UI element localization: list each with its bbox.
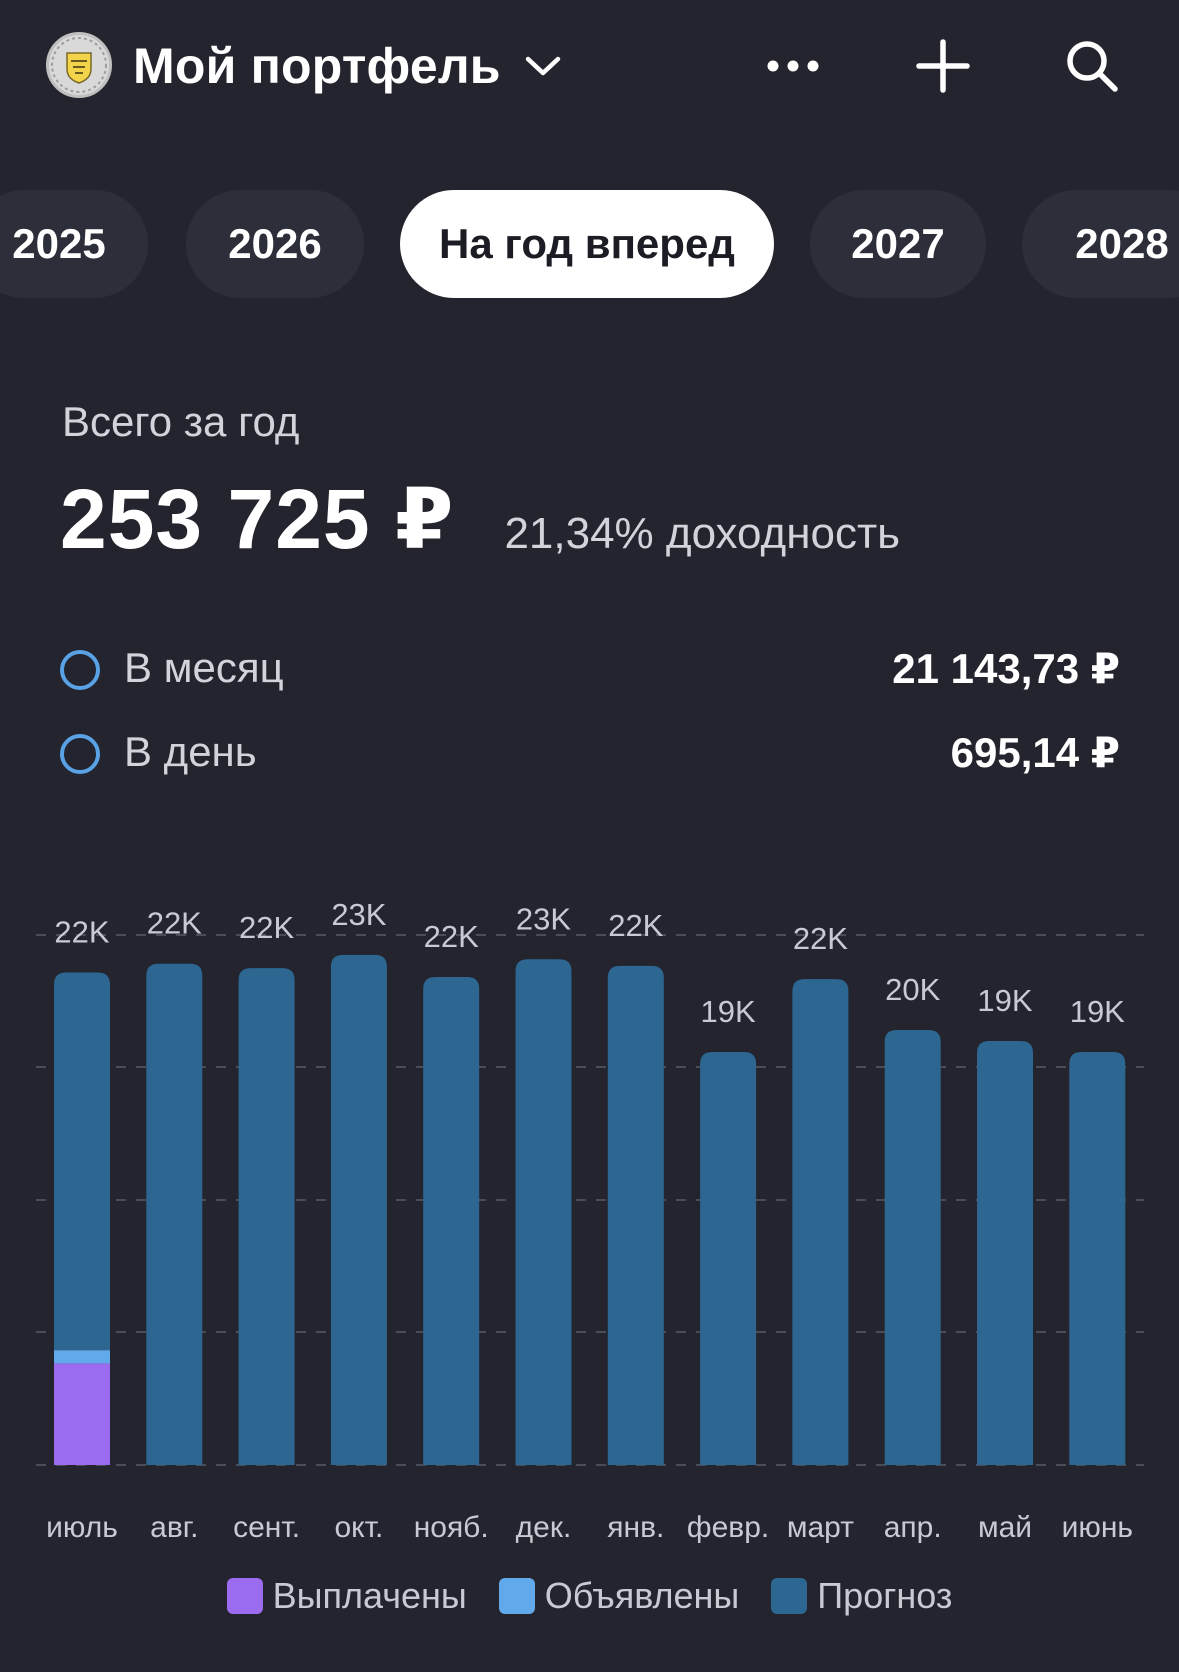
legend-swatch-announced <box>498 1578 535 1614</box>
search-icon[interactable] <box>1056 30 1128 102</box>
bar-value-label: 22K <box>54 915 109 950</box>
portfolio-selector[interactable]: Мой портфель <box>133 30 563 102</box>
bar-forecast[interactable] <box>238 968 295 1465</box>
bar-paid[interactable] <box>54 1363 110 1465</box>
ring-icon <box>60 650 100 690</box>
stat-day-label: В день <box>124 728 257 775</box>
yield-value: 21,34% доходность <box>504 509 901 558</box>
bar-value-label: 22K <box>147 906 202 941</box>
bar-value-label: 19K <box>1070 994 1125 1029</box>
tab-2025[interactable]: 2025 <box>0 190 148 298</box>
page-title: Мой портфель <box>133 38 501 94</box>
stat-month: В месяц 21 143,73 ₽ <box>60 640 1120 700</box>
bar-forecast[interactable] <box>54 972 110 1351</box>
tab-2027[interactable]: 2027 <box>810 190 986 298</box>
legend-swatch-forecast <box>771 1578 808 1614</box>
bar-forecast[interactable] <box>792 979 849 1465</box>
x-tick-label: дек. <box>516 1511 572 1544</box>
x-tick-label: июль <box>46 1511 118 1544</box>
tab-2028[interactable]: 2028 <box>1022 190 1179 298</box>
legend-label-paid: Выплачены <box>272 1575 467 1616</box>
x-tick-label: май <box>978 1511 1032 1544</box>
bar-value-label: 20K <box>885 972 940 1007</box>
legend-swatch-paid <box>226 1578 263 1614</box>
x-tick-label: апр. <box>884 1511 942 1544</box>
legend-item-paid: Выплачены <box>226 1575 467 1617</box>
ring-icon <box>60 734 100 774</box>
plus-icon[interactable] <box>907 30 979 102</box>
total-value: 253 725 ₽ <box>60 472 455 566</box>
bar-forecast[interactable] <box>607 965 664 1465</box>
legend-label-forecast: Прогноз <box>817 1575 953 1616</box>
x-tick-label: янв. <box>607 1511 664 1544</box>
chart-legend: Выплачены Объявлены Прогноз <box>0 1566 1179 1626</box>
header: Мой портфель <box>0 0 1179 135</box>
bar-value-label: 23K <box>331 897 386 932</box>
total-row: 253 725 ₽ 21,34% доходность <box>60 470 900 570</box>
bar-value-label: 22K <box>424 919 479 954</box>
chart-svg: 22K июль 22K авг. 22K сент. 23K окт. 22K нояб. 23K… <box>36 897 1144 1544</box>
period-tabs: 2025 2026 На год вперед 2027 2028 <box>0 190 1179 298</box>
more-icon[interactable] <box>757 30 829 102</box>
bar-value-label: 19K <box>701 994 756 1029</box>
bar-forecast[interactable] <box>330 954 387 1465</box>
stat-day: В день 695,14 ₽ <box>60 724 1120 784</box>
bar-value-label: 22K <box>239 910 294 945</box>
stat-month-label: В месяц <box>124 644 284 691</box>
legend-item-announced: Объявлены <box>498 1575 740 1617</box>
x-tick-label: нояб. <box>414 1511 489 1544</box>
bar-value-label: 19K <box>977 983 1032 1018</box>
bar-value-label: 22K <box>608 908 663 943</box>
x-tick-label: сент. <box>233 1511 300 1544</box>
bar-value-label: 23K <box>516 901 571 936</box>
chevron-down-icon <box>523 46 563 86</box>
bar-forecast[interactable] <box>146 963 203 1465</box>
stat-month-value: 21 143,73 ₽ <box>892 645 1120 692</box>
bar-forecast[interactable] <box>515 959 572 1465</box>
x-tick-label: март <box>787 1511 854 1544</box>
tab-year-ahead[interactable]: На год вперед <box>400 190 774 298</box>
tab-2026[interactable]: 2026 <box>186 190 364 298</box>
legend-label-announced: Объявлены <box>544 1575 740 1616</box>
bar-forecast[interactable] <box>1069 1052 1126 1465</box>
stat-day-value: 695,14 ₽ <box>950 729 1120 776</box>
x-tick-label: авг. <box>150 1511 198 1544</box>
bar-forecast[interactable] <box>977 1041 1033 1465</box>
legend-item-forecast: Прогноз <box>771 1575 952 1617</box>
dividend-chart: 22K июль 22K авг. 22K сент. 23K окт. 22K нояб. 23K… <box>0 880 1179 1560</box>
x-tick-label: окт. <box>334 1511 383 1544</box>
x-tick-label: февр. <box>687 1511 769 1544</box>
bar-forecast[interactable] <box>423 976 480 1465</box>
bar-announced[interactable] <box>54 1350 110 1364</box>
bar-forecast[interactable] <box>700 1052 757 1465</box>
bar-forecast[interactable] <box>884 1029 941 1465</box>
logo-icon <box>46 32 112 98</box>
bar-value-label: 22K <box>793 921 848 956</box>
total-label: Всего за год <box>62 398 300 445</box>
x-tick-label: июнь <box>1062 1511 1133 1544</box>
